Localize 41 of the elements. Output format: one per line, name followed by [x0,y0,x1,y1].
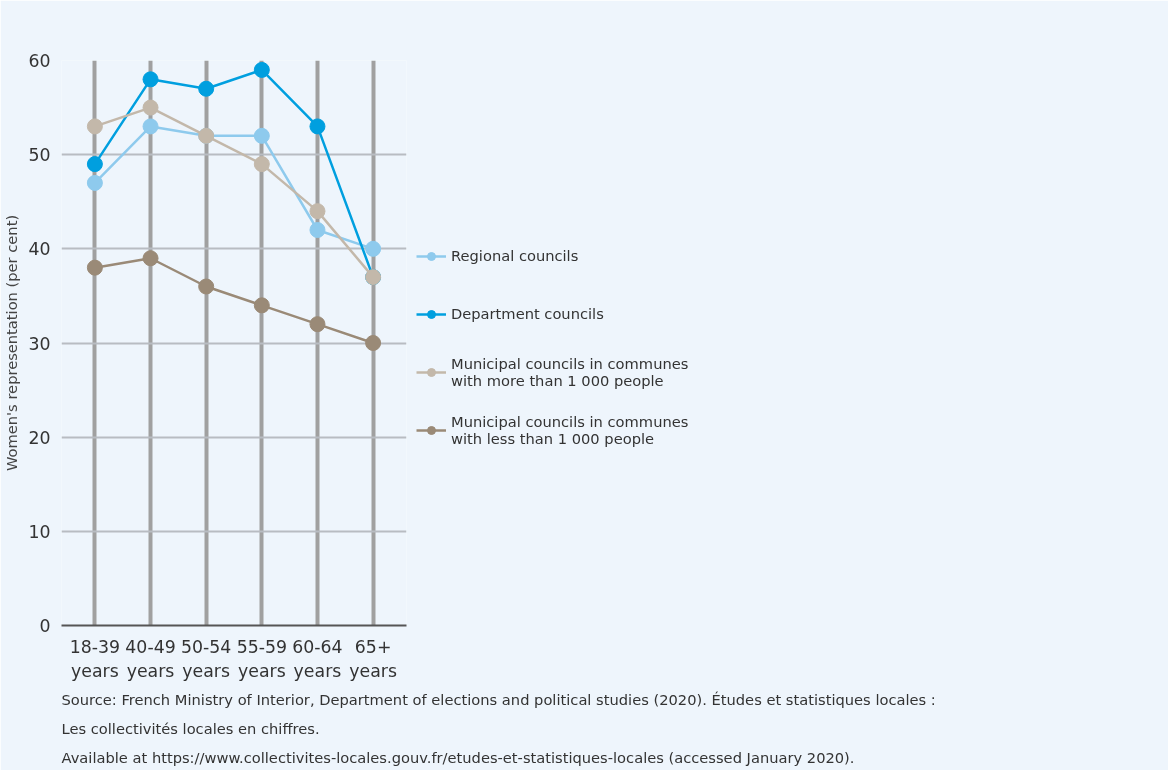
point [86,156,103,173]
point [198,278,215,295]
y-tick-label: 0 [39,616,51,636]
point [365,335,382,351]
point [142,71,159,88]
y-tick-label: 40 [28,239,51,260]
source-note: Source: French Ministry of Interior, Department of elections and political studies (2020). Études et statistiques locales : [61,690,936,708]
y-tick-label: 60 [28,51,51,71]
x-tick-label: 18-39 years [69,636,121,681]
legend-label: Regional councils [451,246,579,266]
point [253,297,270,314]
y-tick-label: 50 [28,145,51,166]
point [142,250,159,267]
point [253,156,270,173]
legend-label: Department councils [451,304,604,324]
point [309,118,326,135]
point [309,203,326,220]
x-tick-label: 40-49 years [125,636,176,681]
point [253,127,270,144]
x-tick-label: 50-54 years [181,636,232,681]
text: Les collectivités locales en chiffres. [61,719,320,737]
y-tick-label: 10 [28,521,51,542]
x-tick-label: 55-59 years [236,636,288,681]
y-tick-label: 30 [28,333,51,354]
point [309,316,326,333]
y-axis-title: Women's representation (per cent) [3,214,21,472]
x-tick-label: 65+ years [349,636,397,681]
point [365,240,382,257]
legend-label: Municipal councils in communes with less than 1 000 people [451,411,689,448]
text: Available at https://www.collectivites-locales.gouv.fr/etudes-et-statistiques-locales (accessed January 2020). [61,748,855,766]
legend-label: Municipal councils in communes with more than 1 000 people [451,353,689,390]
point [86,174,103,191]
point [309,222,326,238]
y-tick-label: 20 [28,427,51,448]
point [253,61,270,78]
point [198,80,215,97]
point [86,259,103,276]
point [86,118,103,135]
point [142,118,159,135]
x-tick-label: 60-64 years [292,636,343,681]
point [142,99,159,116]
